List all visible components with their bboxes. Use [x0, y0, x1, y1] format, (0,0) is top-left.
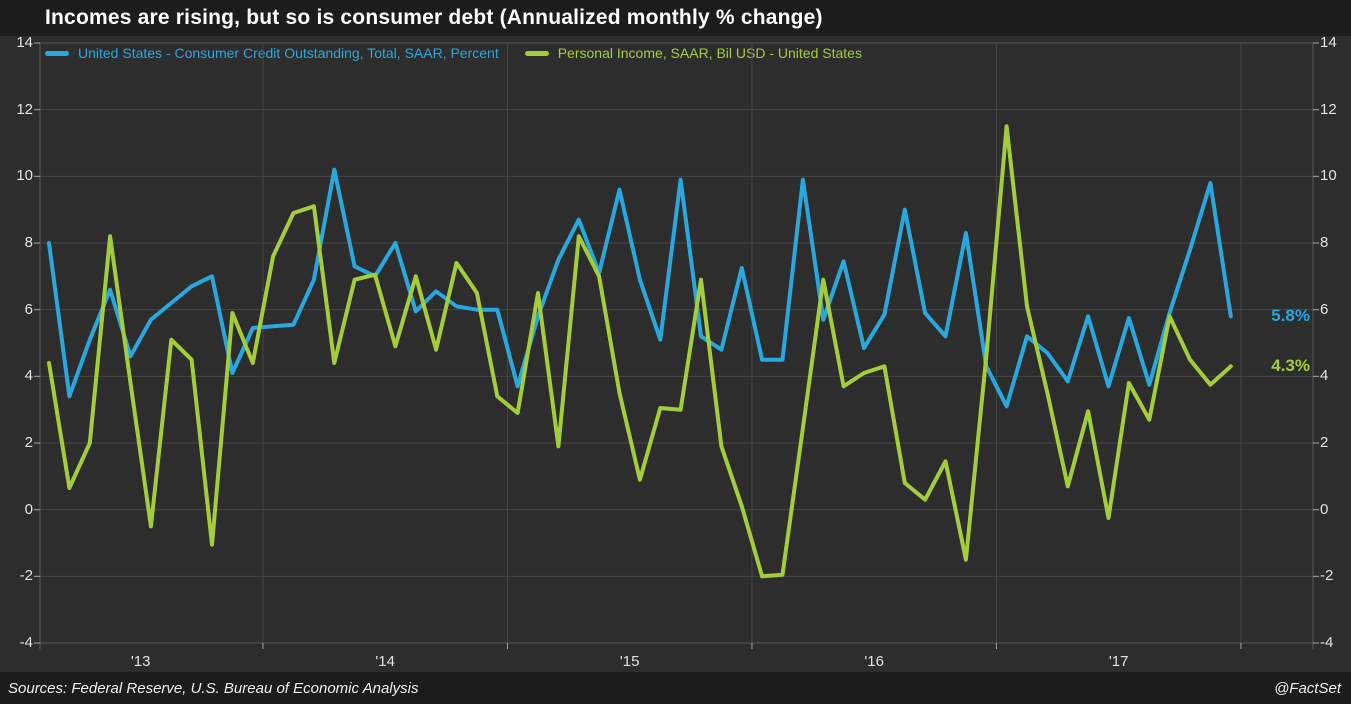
- y-axis-label-right: -2: [1320, 567, 1334, 585]
- series-line-personal-income: [47, 124, 1233, 579]
- y-axis-label-left: 14: [16, 34, 33, 51]
- y-axis-label-right: 6: [1320, 300, 1329, 318]
- y-axis-label-left: 0: [24, 500, 33, 518]
- legend-swatch-green-icon: [524, 50, 549, 56]
- legend-label-personal-income: Personal Income, SAAR, Bil USD - United …: [557, 45, 862, 61]
- x-axis-year-label: '17: [1108, 653, 1129, 670]
- legend-entry-personal-income: Personal Income, SAAR, Bil USD - United …: [524, 45, 862, 61]
- y-axis-label-right: 14: [1320, 34, 1337, 51]
- footer-bar: Sources: Federal Reserve, U.S. Bureau of…: [0, 672, 1351, 704]
- y-axis-label-left: 2: [24, 434, 33, 451]
- y-axis-label-right: 12: [1320, 100, 1337, 118]
- y-axis-label-right: 4: [1320, 367, 1329, 385]
- x-axis-year-label: '14: [375, 653, 395, 670]
- title-bar: Incomes are rising, but so is consumer d…: [0, 0, 1351, 36]
- chart-title: Incomes are rising, but so is consumer d…: [45, 6, 823, 29]
- y-axis-label-right: -4: [1320, 634, 1334, 651]
- y-axis-label-right: 10: [1320, 167, 1337, 185]
- y-axis-label-right: 2: [1320, 434, 1329, 451]
- legend-label-consumer-credit: United States - Consumer Credit Outstand…: [78, 45, 499, 61]
- end-label-personal-income: 4.3%: [1271, 356, 1310, 376]
- y-axis-label-left: 10: [16, 167, 33, 185]
- y-axis-label-left: 6: [24, 300, 33, 318]
- legend-entry-consumer-credit: United States - Consumer Credit Outstand…: [45, 45, 499, 61]
- factset-handle: @FactSet: [1274, 679, 1341, 697]
- y-axis-label-right: 0: [1320, 500, 1329, 518]
- y-axis-label-left: 8: [24, 234, 33, 251]
- y-axis-label-left: -4: [19, 634, 33, 651]
- y-axis-label-left: -2: [19, 567, 33, 585]
- x-axis-year-label: '13: [130, 653, 151, 670]
- legend: United States - Consumer Credit Outstand…: [45, 43, 862, 63]
- legend-swatch-blue-icon: [45, 50, 69, 56]
- x-axis-year-label: '16: [864, 653, 884, 670]
- y-axis-label-right: 8: [1320, 234, 1329, 251]
- y-axis-label-left: 12: [16, 100, 33, 118]
- end-label-consumer-credit: 5.8%: [1271, 306, 1310, 326]
- y-axis-label-left: 4: [24, 367, 33, 385]
- sources-text: Sources: Federal Reserve, U.S. Bureau of…: [8, 679, 419, 697]
- x-axis-year-label: '15: [619, 653, 640, 670]
